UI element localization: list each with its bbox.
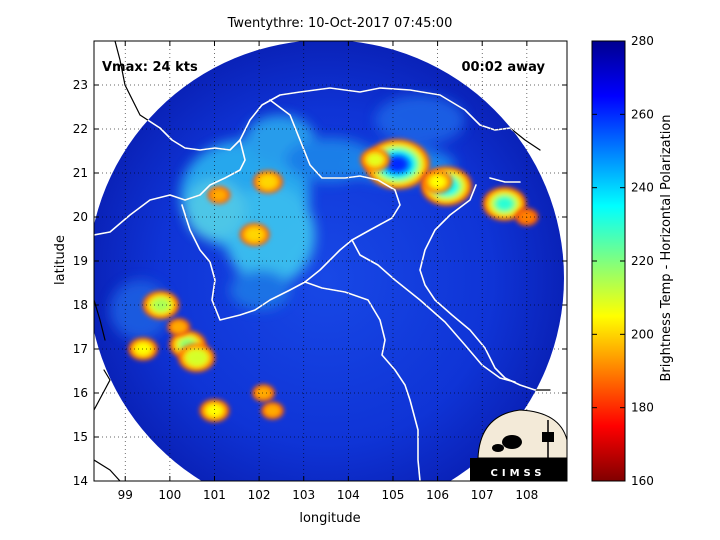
colorbar-label: Brightness Temp - Horizontal Polarizatio… bbox=[659, 114, 674, 381]
colorbar-ticks: 160 180 200 220 240 260 280 bbox=[592, 34, 654, 488]
x-axis: 99 100 101 102 103 104 105 106 107 108 bbox=[118, 41, 538, 502]
x-axis-label: longitude bbox=[299, 511, 360, 526]
cold-cell bbox=[252, 384, 276, 402]
x-tick-label: 103 bbox=[292, 488, 315, 502]
x-tick-label: 106 bbox=[426, 488, 449, 502]
cold-cell bbox=[142, 290, 180, 320]
plot-area bbox=[94, 41, 567, 481]
colorbar-tick-label: 220 bbox=[631, 254, 654, 268]
cold-cell bbox=[128, 337, 159, 361]
y-axis-label: latitude bbox=[53, 235, 68, 285]
colorbar-tick-label: 280 bbox=[631, 34, 654, 48]
satellite-dish-icon bbox=[502, 435, 522, 449]
time-away-annotation: 00:02 away bbox=[461, 60, 545, 75]
chart-title: Twentythre: 10-Oct-2017 07:45:00 bbox=[227, 16, 453, 31]
grid-lines bbox=[94, 41, 567, 481]
y-tick-label: 21 bbox=[73, 166, 88, 180]
cold-cells bbox=[128, 139, 539, 423]
cold-cell bbox=[261, 401, 284, 420]
vmax-annotation: Vmax: 24 kts bbox=[102, 60, 198, 75]
colorbar-tick-label: 260 bbox=[631, 107, 654, 121]
x-tick-label: 102 bbox=[248, 488, 271, 502]
x-tick-label: 105 bbox=[382, 488, 405, 502]
x-tick-label: 107 bbox=[471, 488, 494, 502]
cold-cell bbox=[199, 399, 230, 423]
cold-cell bbox=[360, 148, 391, 172]
y-axis: 14 15 16 17 18 19 20 21 22 23 bbox=[73, 78, 567, 488]
colorbar-tick-label: 160 bbox=[631, 474, 654, 488]
y-tick-label: 18 bbox=[73, 298, 88, 312]
y-tick-label: 19 bbox=[73, 254, 88, 268]
y-tick-label: 16 bbox=[73, 386, 88, 400]
cold-cell bbox=[167, 318, 191, 336]
y-tick-label: 15 bbox=[73, 430, 88, 444]
cold-cell bbox=[207, 186, 231, 204]
y-tick-label: 23 bbox=[73, 78, 88, 92]
y-tick-label: 14 bbox=[73, 474, 88, 488]
y-tick-label: 20 bbox=[73, 210, 88, 224]
cold-cell bbox=[253, 170, 283, 194]
colorbar-tick-label: 180 bbox=[631, 401, 654, 415]
logo-text: CIMSS bbox=[491, 468, 546, 479]
cold-cell bbox=[239, 223, 270, 247]
y-tick-label: 17 bbox=[73, 342, 88, 356]
colorbar-tick-label: 240 bbox=[631, 181, 654, 195]
country-borders bbox=[94, 41, 551, 481]
cold-cell bbox=[482, 186, 527, 221]
x-tick-label: 100 bbox=[158, 488, 181, 502]
colorbar-tick-label: 200 bbox=[631, 327, 654, 341]
colorbar: 160 180 200 220 240 260 280 Brightness Temp - … bbox=[591, 34, 674, 488]
x-tick-label: 108 bbox=[515, 488, 538, 502]
x-tick-label: 99 bbox=[118, 488, 133, 502]
y-tick-label: 22 bbox=[73, 122, 88, 136]
x-tick-label: 104 bbox=[337, 488, 360, 502]
cold-cell bbox=[178, 343, 216, 373]
cimss-logo: CIMSS bbox=[470, 409, 568, 481]
x-tick-label: 101 bbox=[203, 488, 226, 502]
